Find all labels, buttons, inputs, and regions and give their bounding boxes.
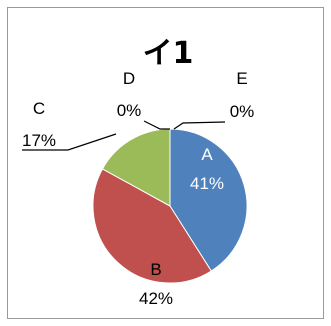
- leader-line-d: [143, 120, 170, 130]
- leader-lines: [22, 120, 226, 151]
- slice-label-d-percent: 0%: [117, 101, 142, 120]
- slice-label-b-category: B: [150, 260, 161, 279]
- slice-label-a-category: A: [201, 145, 213, 164]
- slice-label-a-percent: 41%: [190, 174, 224, 193]
- leader-line-c: [22, 133, 117, 151]
- slice-label-e-percent: 0%: [230, 102, 255, 121]
- slice-label-c-percent: 17%: [22, 131, 56, 150]
- leader-line-e: [173, 121, 226, 130]
- slice-label-b-percent: 42%: [139, 289, 173, 308]
- slice-label-c-category: C: [33, 99, 45, 118]
- pie-slices: [92, 128, 248, 284]
- slice-label-e-category: E: [236, 69, 247, 88]
- pie-slice-b: [92, 168, 212, 284]
- slice-label-d-category: D: [123, 69, 135, 88]
- chart-title: イ1: [143, 36, 194, 71]
